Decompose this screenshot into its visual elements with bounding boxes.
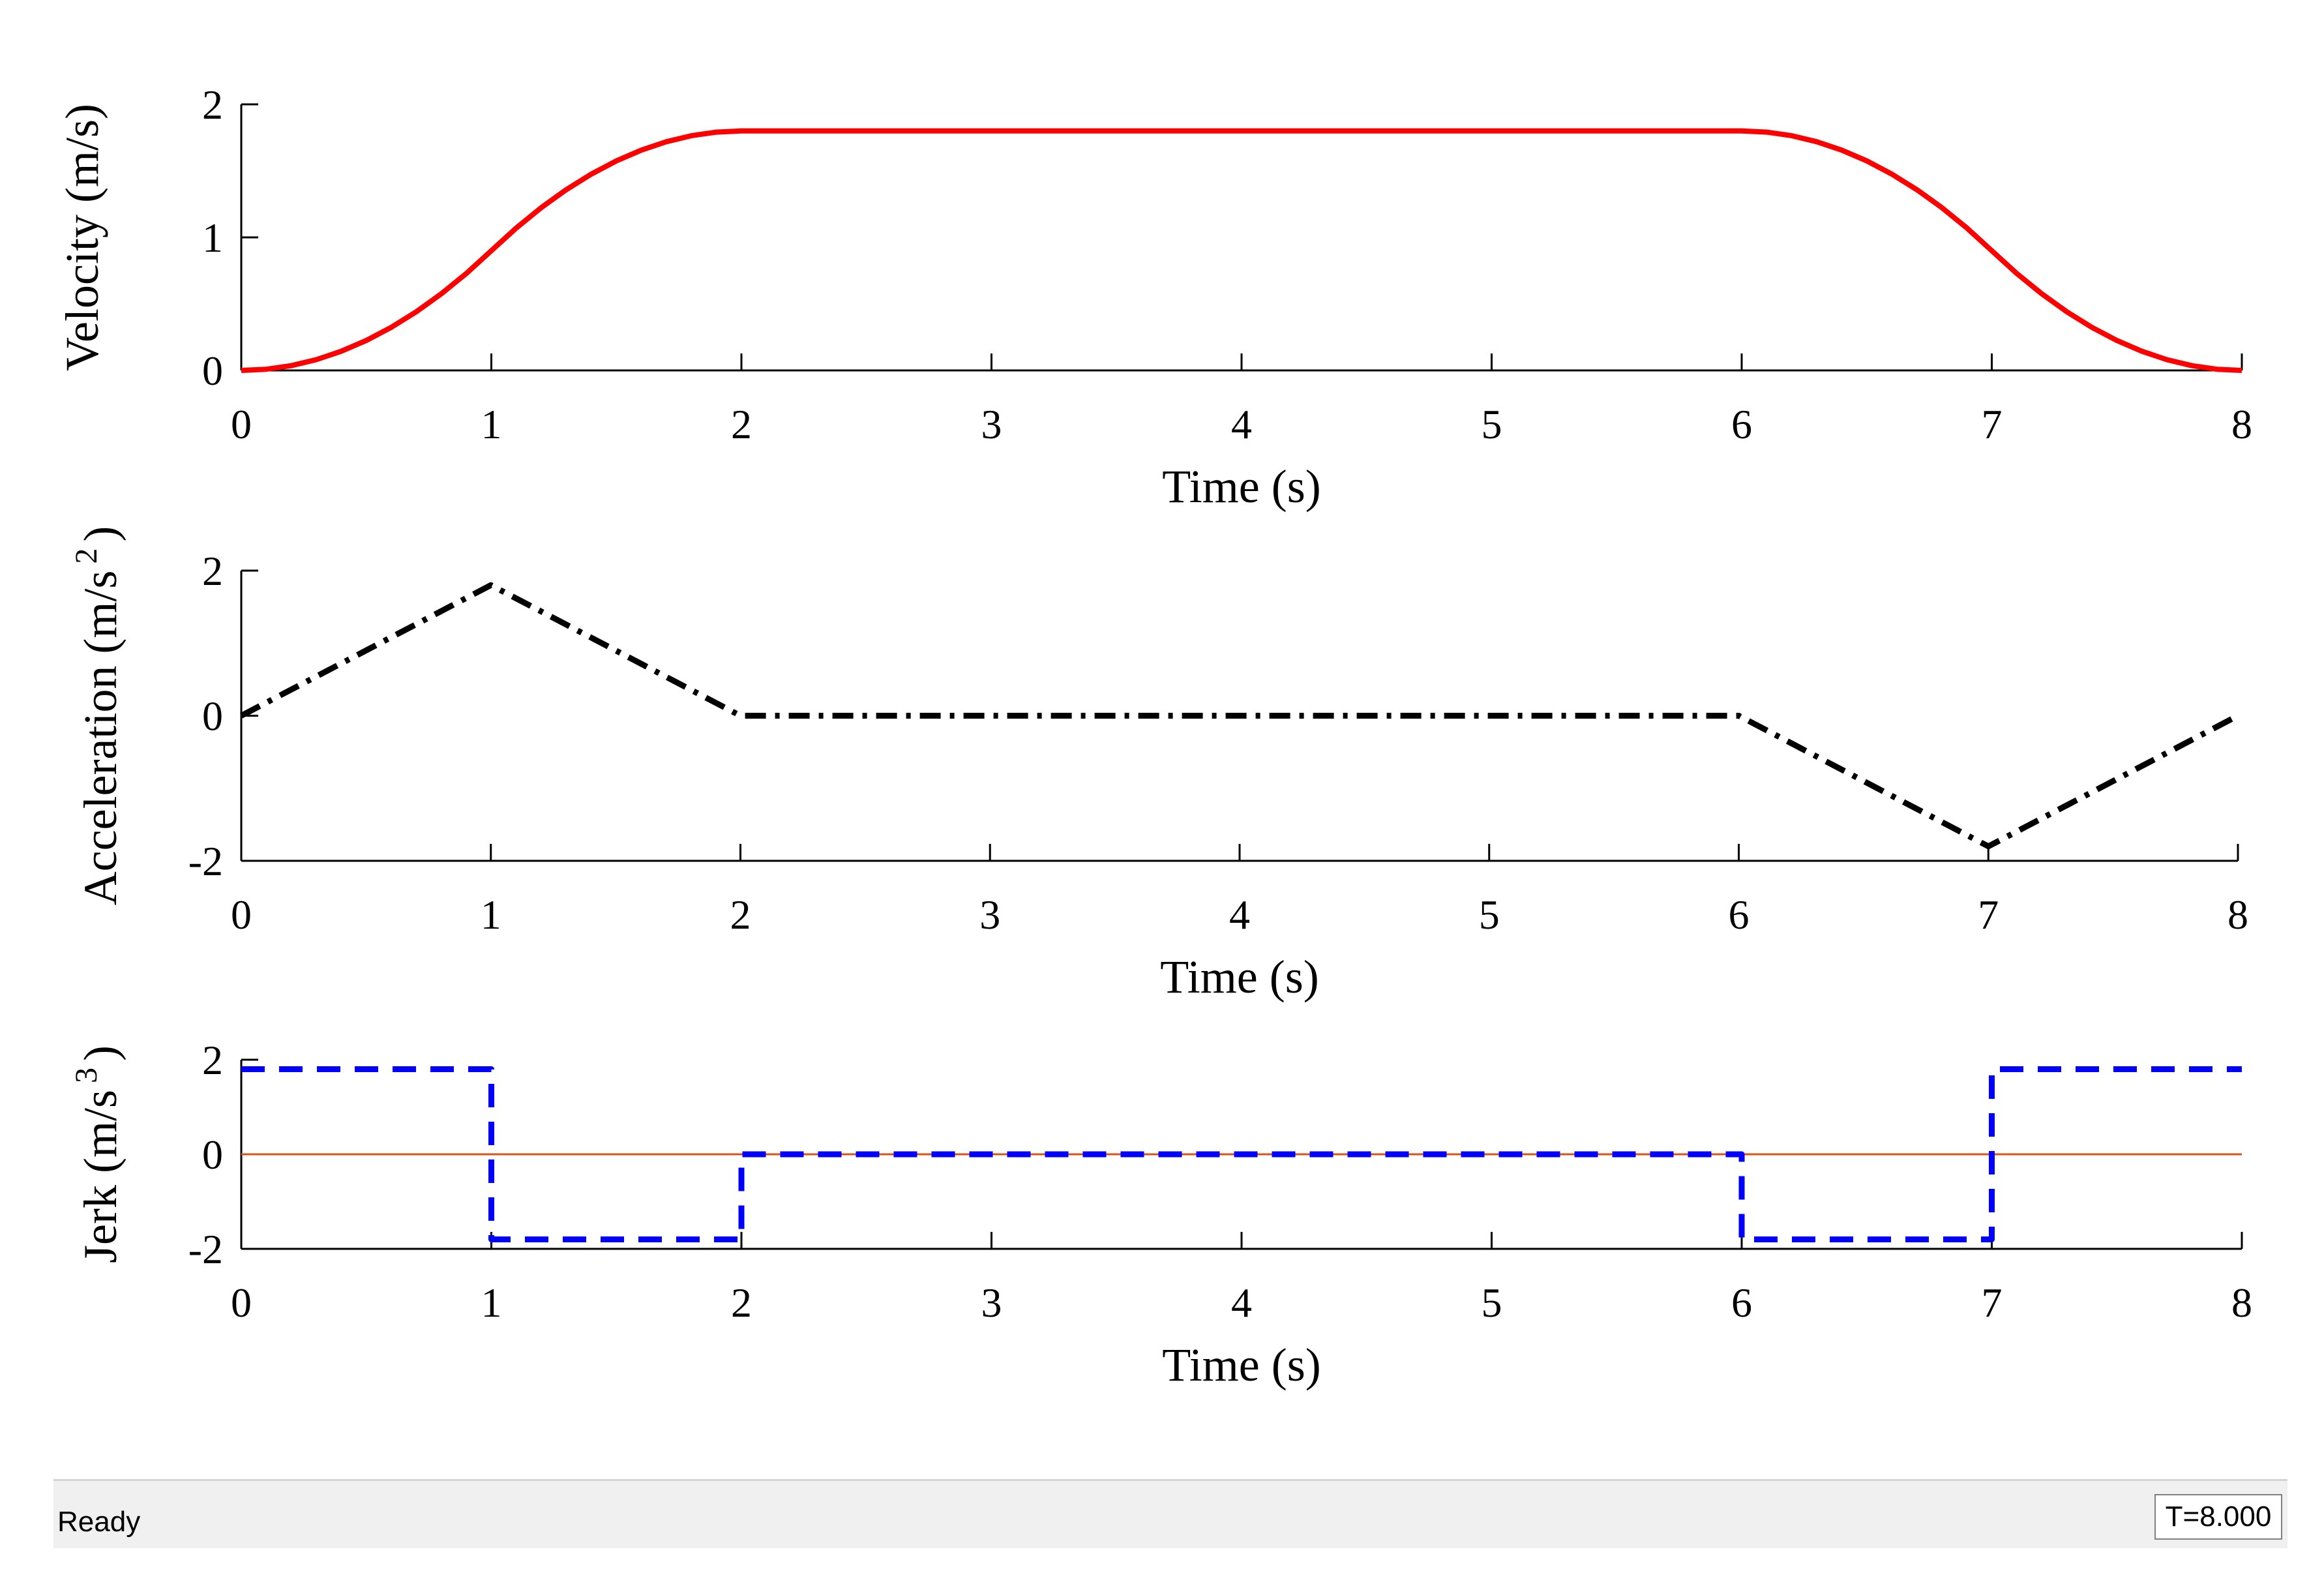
- x-tick-label: 2: [730, 891, 751, 938]
- status-time-readout: T=8.000: [2154, 1494, 2282, 1540]
- x-tick-label: 3: [981, 401, 1002, 447]
- x-tick-label: 5: [1479, 891, 1500, 938]
- x-tick-label: 4: [1231, 1279, 1252, 1326]
- x-tick-label: 3: [981, 1279, 1002, 1326]
- y-tick-label: -2: [188, 838, 223, 884]
- y-tick-label: 2: [202, 82, 223, 128]
- x-tick-label: 6: [1729, 891, 1750, 938]
- x-tick-label: 5: [1482, 1279, 1502, 1326]
- velocity-plot: 0 1 2 3 4 5 6 7 8 0 1 2 Time (s) Velocity (m/s): [56, 82, 2252, 513]
- x-tick-label: 1: [481, 891, 501, 938]
- x-tick-label: 8: [2231, 1279, 2252, 1326]
- x-tick-label: 4: [1231, 401, 1252, 447]
- status-text: Ready: [57, 1506, 141, 1538]
- x-tick-label: 1: [481, 1279, 502, 1326]
- x-tick-label: 7: [1982, 1279, 2003, 1326]
- series-line: [241, 128, 2242, 373]
- x-tick-label: 8: [2231, 401, 2252, 447]
- x-axis-label: Time (s): [1162, 1339, 1320, 1391]
- y-tick-label: 0: [202, 693, 223, 740]
- y-tick-label: 0: [202, 1131, 223, 1178]
- y-tick-label: 2: [202, 1037, 223, 1083]
- y-tick-label: 0: [202, 348, 223, 394]
- y-axis-label-exponent: 3: [69, 1068, 104, 1083]
- x-tick-label: 1: [481, 401, 502, 447]
- y-axis-label: Jerk (m/s 3): [69, 1045, 127, 1263]
- x-tick-label: 6: [1731, 1279, 1752, 1326]
- x-axis-label: Time (s): [1162, 460, 1320, 513]
- y-axis-label: Acceleration (m/s 2): [69, 526, 127, 906]
- figure: 0 1 2 3 4 5 6 7 8 0 1 2 Time (s) Velocity (m/s) 0 1 2 3 4…: [56, 82, 2252, 1391]
- x-tick-label: 7: [1982, 401, 2003, 447]
- x-tick-label: 2: [731, 401, 752, 447]
- y-tick-label: 1: [202, 215, 223, 261]
- x-tick-label: 7: [1978, 891, 1999, 938]
- series-line: [241, 1066, 2242, 1242]
- x-tick-label: 2: [731, 1279, 752, 1326]
- y-axis-label-close: ): [74, 1045, 127, 1061]
- series-line: [239, 582, 2240, 850]
- x-tick-label: 0: [231, 401, 252, 447]
- y-axis-label-exponent: 2: [69, 548, 104, 564]
- y-axis-label-text: Jerk (m/s: [74, 1090, 127, 1263]
- x-tick-label: 0: [231, 1279, 252, 1326]
- y-axis-label: Velocity (m/s): [56, 104, 108, 371]
- x-tick-label: 0: [231, 891, 252, 938]
- y-axis-label-text: Velocity (m/s): [56, 104, 108, 371]
- y-tick-label: 2: [202, 548, 223, 594]
- x-tick-label: 6: [1731, 401, 1752, 447]
- x-tick-label: 8: [2227, 891, 2248, 938]
- x-tick-label: 4: [1229, 891, 1250, 938]
- y-axis-label-text: Acceleration (m/s: [74, 571, 127, 906]
- status-bar: Ready T=8.000: [53, 1479, 2287, 1548]
- x-tick-label: 3: [979, 891, 1000, 938]
- y-tick-label: -2: [188, 1226, 223, 1272]
- y-axis-label-close: ): [74, 526, 127, 542]
- x-axis-label: Time (s): [1160, 951, 1318, 1003]
- x-tick-label: 5: [1482, 401, 1502, 447]
